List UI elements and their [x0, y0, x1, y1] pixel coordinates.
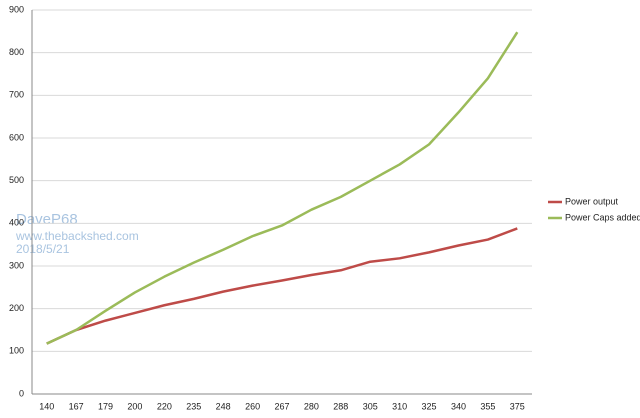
x-tick-label: 167: [69, 401, 84, 411]
x-tick-label: 355: [480, 401, 495, 411]
x-tick-label: 200: [127, 401, 142, 411]
y-tick-label: 0: [19, 388, 24, 398]
series-line: [46, 31, 519, 345]
x-tick-label: 340: [451, 401, 466, 411]
y-tick-label: 300: [9, 260, 24, 270]
x-tick-label: 305: [363, 401, 378, 411]
x-tick-label: 280: [304, 401, 319, 411]
x-tick-label: 267: [274, 401, 289, 411]
x-tick-label: 325: [422, 401, 437, 411]
x-tick-label: 235: [186, 401, 201, 411]
y-tick-label: 100: [9, 346, 24, 356]
y-tick-label: 500: [9, 175, 24, 185]
x-tick-label: 179: [98, 401, 113, 411]
y-tick-label: 600: [9, 132, 24, 142]
x-tick-label: 260: [245, 401, 260, 411]
watermark-url: www.thebackshed.com: [15, 229, 139, 243]
x-tick-label: 375: [510, 401, 525, 411]
y-tick-label: 900: [9, 4, 24, 14]
watermark-name: DaveP68: [16, 211, 78, 228]
legend-label: Power output: [565, 196, 619, 206]
y-tick-label: 800: [9, 47, 24, 57]
watermark-date: 2018/5/21: [16, 242, 70, 256]
legend-label: Power Caps added: [565, 212, 640, 222]
y-tick-label: 200: [9, 303, 24, 313]
y-tick-label: 400: [9, 218, 24, 228]
x-tick-label: 220: [157, 401, 172, 411]
series-line: [46, 227, 518, 345]
x-tick-label: 288: [333, 401, 348, 411]
x-tick-label: 310: [392, 401, 407, 411]
x-tick-label: 140: [39, 401, 54, 411]
x-tick-label: 248: [216, 401, 231, 411]
y-tick-label: 700: [9, 90, 24, 100]
